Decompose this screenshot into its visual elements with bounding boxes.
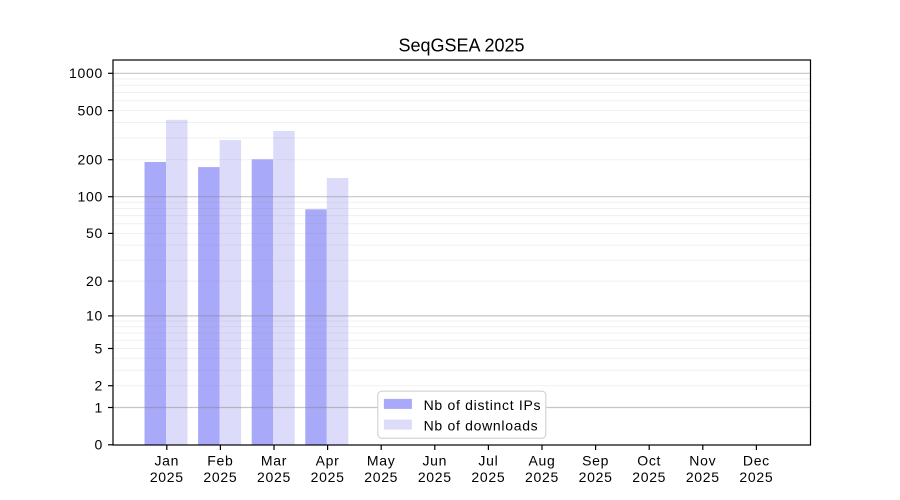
svg-text:2025: 2025	[311, 469, 345, 485]
svg-text:Jul: Jul	[478, 452, 498, 468]
svg-text:2025: 2025	[150, 469, 184, 485]
svg-text:20: 20	[86, 273, 103, 289]
svg-text:Nb of downloads: Nb of downloads	[424, 417, 539, 433]
svg-text:2025: 2025	[739, 469, 773, 485]
svg-text:Dec: Dec	[743, 452, 770, 468]
svg-text:5: 5	[95, 340, 104, 356]
svg-text:100: 100	[78, 189, 103, 205]
svg-text:2025: 2025	[471, 469, 505, 485]
svg-text:Sep: Sep	[582, 452, 609, 468]
svg-text:Jun: Jun	[422, 452, 447, 468]
svg-text:Nov: Nov	[689, 452, 716, 468]
svg-text:500: 500	[78, 102, 103, 118]
svg-text:0: 0	[95, 437, 104, 453]
svg-text:200: 200	[78, 152, 103, 168]
svg-text:Apr: Apr	[316, 452, 340, 468]
svg-text:Oct: Oct	[637, 452, 661, 468]
svg-text:10: 10	[86, 308, 103, 324]
svg-text:2025: 2025	[579, 469, 613, 485]
svg-text:1: 1	[95, 399, 104, 415]
svg-text:2: 2	[95, 378, 104, 394]
svg-text:2025: 2025	[418, 469, 452, 485]
svg-text:Aug: Aug	[528, 452, 555, 468]
svg-text:2025: 2025	[525, 469, 559, 485]
svg-text:2025: 2025	[686, 469, 720, 485]
svg-text:Jan: Jan	[154, 452, 179, 468]
svg-text:2025: 2025	[203, 469, 237, 485]
svg-text:2025: 2025	[364, 469, 398, 485]
svg-text:2025: 2025	[257, 469, 291, 485]
svg-text:Feb: Feb	[207, 452, 233, 468]
svg-text:Mar: Mar	[261, 452, 287, 468]
svg-text:2025: 2025	[632, 469, 666, 485]
svg-text:Nb of distinct IPs: Nb of distinct IPs	[424, 397, 542, 413]
svg-text:1000: 1000	[69, 65, 103, 81]
svg-text:SeqGSEA 2025: SeqGSEA 2025	[398, 35, 524, 55]
svg-text:May: May	[367, 452, 396, 468]
svg-text:50: 50	[86, 225, 103, 241]
